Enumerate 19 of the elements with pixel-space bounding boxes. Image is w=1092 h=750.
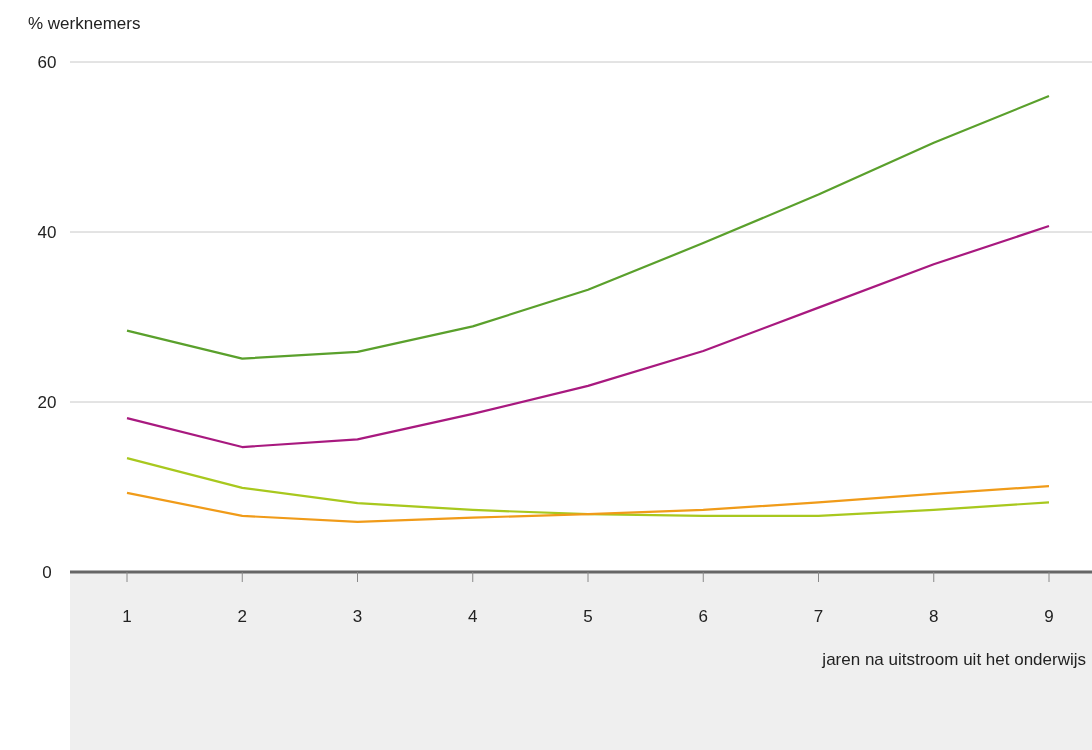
x-tick-label: 6 — [698, 607, 708, 627]
x-tick-label: 5 — [583, 607, 593, 627]
x-tick-label: 1 — [122, 607, 132, 627]
x-tick-label: 8 — [929, 607, 939, 627]
x-tick-label: 4 — [468, 607, 478, 627]
y-axis-title: % werknemers — [28, 14, 141, 34]
x-tick-label: 9 — [1044, 607, 1054, 627]
x-tick-label: 2 — [237, 607, 247, 627]
x-tick-label: 3 — [352, 607, 363, 627]
line-series — [125, 485, 1051, 523]
line-series — [125, 94, 1051, 360]
x-axis-title: jaren na uitstroom uit het onderwijs — [822, 650, 1086, 670]
y-tick-label: 20 — [37, 393, 57, 413]
y-tick-label: 0 — [42, 563, 52, 583]
x-tick-label: 7 — [813, 607, 824, 627]
y-tick-label: 60 — [37, 53, 57, 73]
line-series — [125, 457, 1051, 517]
y-tick-label: 40 — [37, 223, 57, 243]
line-series — [125, 224, 1051, 449]
